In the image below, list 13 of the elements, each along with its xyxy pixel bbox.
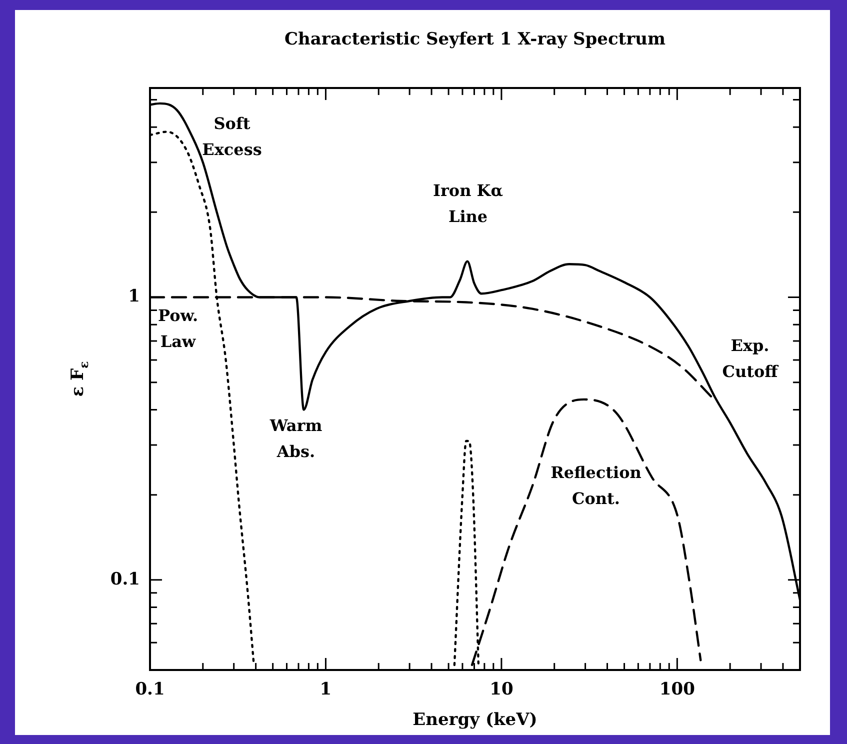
x-axis-title: Energy (keV): [412, 710, 538, 730]
annotation: Iron Kα Line: [432, 181, 504, 226]
annotation: Pow. Law: [158, 306, 198, 352]
x-tick-label: 100: [659, 680, 696, 700]
y-axis-title: ε Fε: [68, 361, 91, 397]
chart-title: Characteristic Seyfert 1 X-ray Spectrum: [284, 29, 666, 50]
annotation: Warm Abs.: [268, 416, 322, 462]
x-tick-label: 0.1: [135, 680, 165, 700]
x-tick-label: 1: [320, 680, 332, 700]
annotation: Soft Excess: [202, 114, 262, 160]
annotation: Exp. Cutoff: [722, 336, 779, 382]
x-tick-label: 10: [490, 680, 514, 700]
annotation: Reflection Cont.: [550, 463, 642, 508]
